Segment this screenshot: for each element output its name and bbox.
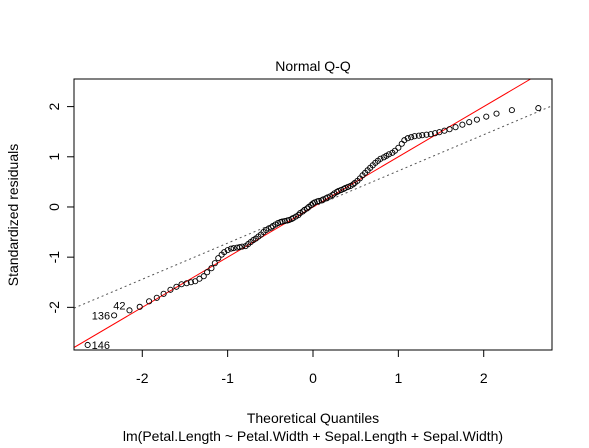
x-axis-label: Theoretical Quantiles [247, 410, 379, 426]
data-point [215, 255, 222, 262]
data-point [295, 211, 302, 219]
chart-title: Normal Q-Q [275, 58, 351, 74]
data-points [84, 105, 542, 349]
data-point [111, 312, 118, 319]
data-point [535, 105, 542, 112]
data-point [281, 217, 288, 225]
data-point [329, 191, 336, 198]
data-point [446, 126, 453, 133]
point-label-136: 136 [92, 310, 110, 322]
identity-line [74, 79, 531, 349]
data-point [395, 144, 402, 151]
data-point [146, 298, 153, 305]
x-tick-label: 0 [309, 370, 317, 386]
data-point [84, 341, 91, 349]
data-point [385, 151, 393, 158]
point-label-146: 146 [92, 340, 110, 352]
data-point [200, 273, 207, 280]
y-tick-label: 1 [46, 153, 62, 161]
data-point [459, 121, 466, 128]
data-point [303, 205, 311, 212]
data-point [452, 124, 459, 131]
data-point [483, 113, 490, 120]
data-point [136, 303, 143, 310]
data-point [473, 116, 480, 123]
data-point [167, 286, 174, 293]
x-tick-label: 1 [394, 370, 402, 386]
data-point [415, 132, 422, 139]
y-tick-label: -2 [46, 301, 62, 314]
y-axis: -2 -1 0 1 2 [46, 103, 75, 314]
data-point [398, 140, 405, 147]
data-point [423, 131, 430, 138]
data-point [427, 131, 434, 138]
data-point [268, 224, 275, 231]
x-tick-label: 2 [480, 370, 488, 386]
data-point [466, 119, 473, 126]
data-point [208, 265, 215, 272]
data-point [404, 135, 411, 142]
y-tick-label: -1 [46, 251, 62, 264]
data-point [230, 245, 237, 252]
data-point [221, 249, 228, 256]
y-tick-label: 0 [46, 203, 62, 211]
data-point [126, 307, 133, 314]
x-axis: -2 -1 0 1 2 [136, 349, 488, 386]
y-tick-label: 2 [46, 103, 62, 111]
data-point [183, 280, 190, 287]
x-tick-label: -1 [221, 370, 234, 386]
data-point [315, 197, 323, 204]
data-point [432, 130, 439, 137]
data-point [401, 137, 408, 144]
data-point [236, 244, 243, 251]
data-point [211, 260, 218, 267]
data-point [350, 181, 357, 188]
data-point [204, 269, 211, 276]
plot-frame [73, 78, 553, 351]
y-axis-label: Standardized residuals [5, 144, 21, 286]
data-point [187, 279, 194, 286]
data-point [173, 283, 180, 290]
reference-lines [74, 79, 552, 349]
data-point [408, 134, 415, 141]
data-point [160, 290, 167, 297]
qq-line [74, 105, 552, 309]
chart-subtitle: lm(Petal.Length ~ Petal.Width + Sepal.Le… [123, 428, 503, 444]
data-point [239, 243, 246, 250]
data-point [224, 247, 231, 254]
data-point [411, 133, 418, 140]
x-tick-label: -2 [136, 370, 149, 386]
data-point [493, 110, 500, 117]
data-point [228, 245, 235, 252]
data-point [153, 294, 160, 301]
data-point [419, 132, 426, 139]
data-point [377, 155, 384, 162]
data-point [391, 147, 398, 154]
data-point [299, 208, 306, 215]
data-point [508, 107, 515, 114]
point-label-42: 42 [113, 300, 125, 312]
